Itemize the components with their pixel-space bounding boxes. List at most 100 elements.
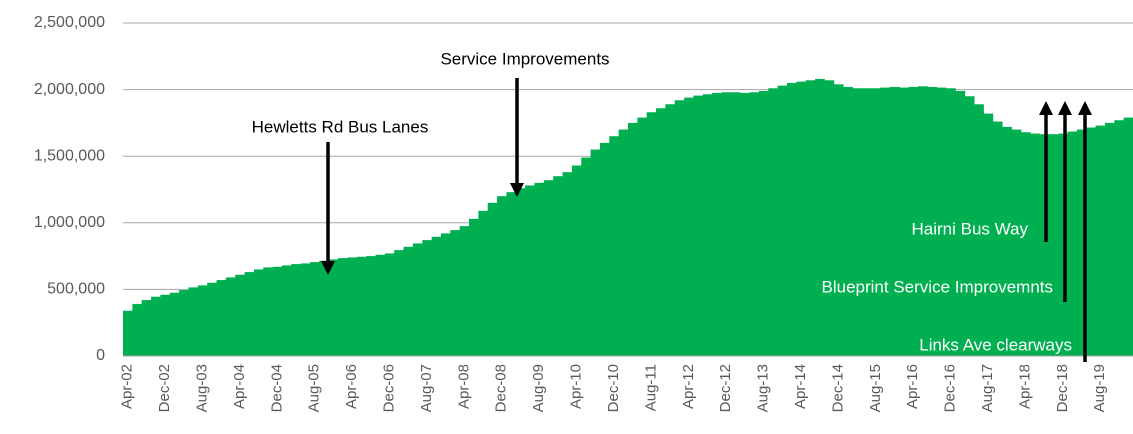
bar [394, 250, 405, 356]
bar [618, 129, 629, 356]
bar [1114, 120, 1125, 357]
bar [272, 266, 283, 356]
bar [880, 87, 891, 357]
bar [253, 269, 264, 356]
bar [338, 258, 348, 356]
bar [609, 136, 620, 356]
x-tick-label: Dec-08 [493, 364, 510, 412]
bar [1123, 117, 1133, 357]
y-tick-label: 1,500,000 [34, 147, 105, 164]
bar [871, 88, 881, 356]
bar [263, 267, 274, 356]
bar [310, 262, 320, 356]
bar [964, 96, 975, 356]
bar [955, 90, 966, 356]
bar [936, 87, 947, 357]
bar [1002, 126, 1012, 357]
x-tick-label: Aug-09 [530, 364, 547, 412]
y-tick-label: 2,000,000 [34, 81, 105, 98]
bar [637, 117, 648, 357]
bar [740, 92, 751, 357]
bar [469, 218, 479, 356]
x-tick-label: Apr-16 [904, 364, 921, 409]
bar [945, 88, 956, 356]
bar [927, 86, 938, 356]
x-tick-label: Apr-02 [119, 364, 136, 409]
bar [758, 90, 769, 356]
bar [843, 86, 853, 356]
x-tick-label: Dec-10 [605, 364, 622, 412]
x-tick-label: Apr-12 [680, 364, 697, 409]
bar [450, 230, 461, 356]
x-tick-label: Aug-17 [979, 364, 996, 412]
bar [525, 185, 535, 356]
bar [179, 290, 189, 356]
bar [590, 149, 601, 356]
x-tick-label: Dec-18 [1054, 364, 1071, 412]
bars [123, 78, 1133, 357]
bar [581, 157, 592, 356]
bar [824, 80, 835, 356]
bar [833, 84, 844, 356]
x-tick-label: Dec-14 [829, 364, 846, 412]
bar [796, 81, 807, 356]
bar [861, 88, 872, 356]
bar [805, 80, 816, 356]
x-tick-label: Dec-16 [942, 364, 959, 412]
bar [974, 104, 984, 356]
bar [693, 95, 704, 357]
bar [702, 94, 713, 357]
x-tick-label: Dec-02 [156, 364, 173, 412]
bar [1076, 129, 1087, 356]
bar [384, 253, 395, 356]
bar [917, 86, 928, 357]
bar [786, 82, 797, 356]
bar [665, 104, 676, 356]
bar [356, 256, 367, 356]
bar [375, 254, 386, 356]
bar [1030, 133, 1040, 356]
bar [684, 97, 694, 356]
bar [656, 108, 666, 356]
bar [730, 92, 741, 356]
x-tick-label: Apr-06 [343, 364, 360, 409]
bar [188, 287, 199, 356]
bar [553, 176, 564, 356]
bar [216, 280, 227, 356]
y-tick-label: 1,000,000 [34, 214, 105, 231]
bar [197, 285, 208, 356]
x-tick-label: Apr-14 [792, 364, 809, 409]
bar [889, 86, 900, 356]
grid: 0 500,000 1,000,000 1,500,000 2,000,000 2,500… [34, 14, 1133, 364]
x-tick-label: Aug-13 [755, 364, 772, 412]
bar [347, 257, 358, 356]
bar [1011, 129, 1022, 356]
bar [571, 165, 582, 356]
y-tick-label: 0 [96, 347, 105, 364]
x-tick-label: Apr-10 [568, 364, 585, 409]
bar [1020, 132, 1031, 356]
bar [123, 310, 133, 356]
bar [328, 259, 339, 356]
bar [899, 87, 910, 357]
bar [169, 292, 180, 356]
x-tick-label: Aug-19 [1091, 364, 1108, 412]
bar [497, 196, 507, 356]
x-tick-label: Dec-04 [268, 364, 285, 412]
bar [1104, 122, 1115, 357]
bar [478, 210, 489, 356]
bar [1048, 134, 1059, 356]
bar [207, 282, 218, 356]
bar [141, 300, 152, 356]
bar [487, 202, 498, 356]
bar [992, 121, 1003, 357]
x-tick-label: Dec-06 [380, 364, 397, 412]
bar [1095, 125, 1106, 357]
bar [534, 182, 545, 356]
bar [983, 113, 994, 357]
bar [1058, 133, 1069, 356]
bar [244, 272, 255, 356]
bar [403, 246, 414, 356]
x-tick-label: Apr-18 [1016, 364, 1033, 409]
